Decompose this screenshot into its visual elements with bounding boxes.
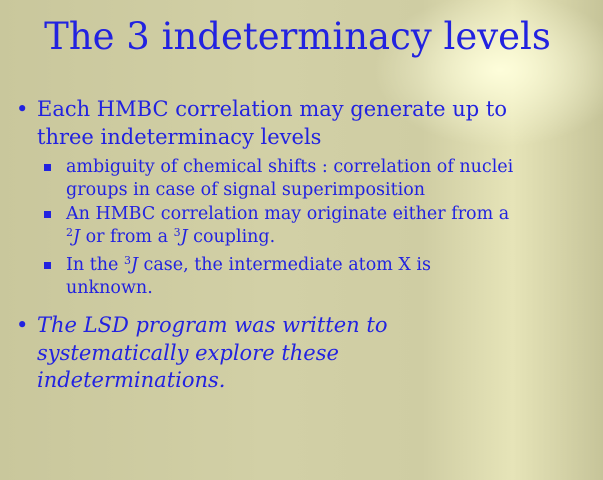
sub-bullet-line: unknown.: [66, 278, 153, 298]
text-fragment: coupling.: [187, 227, 276, 247]
bullet-hmbc-levels: • Each HMBC correlation may generate up …: [16, 96, 507, 151]
sub-bullet-line: In the 3J case, the intermediate atom X …: [66, 254, 431, 277]
superscript: 3: [173, 225, 181, 239]
superscript: 2: [66, 225, 73, 239]
bullet-dot-icon: •: [16, 97, 29, 121]
square-bullet-icon: [44, 262, 51, 269]
sub-bullet-line: 2J or from a 3J coupling.: [66, 226, 509, 249]
sub-bullet-intermediate-atom: In the 3J case, the intermediate atom X …: [44, 254, 431, 300]
text-fragment: or from a: [80, 227, 174, 247]
slide-title: The 3 indeterminacy levels: [44, 15, 551, 58]
bullet-dot-icon: •: [16, 313, 29, 337]
coupling-symbol: J: [130, 255, 138, 275]
text-fragment: case, the intermediate atom X is: [137, 255, 431, 275]
bullet-line: Each HMBC correlation may generate up to: [37, 97, 507, 121]
bullet-line: three indeterminacy levels: [37, 124, 322, 149]
sub-bullet-line: groups in case of signal superimposition: [66, 180, 426, 200]
coupling-symbol: J: [180, 227, 188, 247]
bullet-lsd-program: • The LSD program was written to systema…: [16, 312, 388, 395]
square-bullet-icon: [44, 164, 51, 171]
bullet-line: The LSD program was written to: [37, 313, 388, 337]
bullet-line: indeterminations.: [37, 368, 226, 392]
text-fragment: In the: [66, 255, 124, 275]
sub-bullet-line: An HMBC correlation may originate either…: [66, 204, 510, 224]
bullet-line: systematically explore these: [37, 340, 339, 365]
square-bullet-icon: [44, 211, 51, 218]
coupling-symbol: J: [73, 227, 81, 247]
sub-bullet-line: ambiguity of chemical shifts : correlati…: [66, 157, 514, 177]
sub-bullet-coupling-origin: An HMBC correlation may originate either…: [44, 203, 510, 249]
sub-bullet-ambiguity: ambiguity of chemical shifts : correlati…: [44, 156, 514, 202]
superscript: 3: [123, 253, 131, 267]
